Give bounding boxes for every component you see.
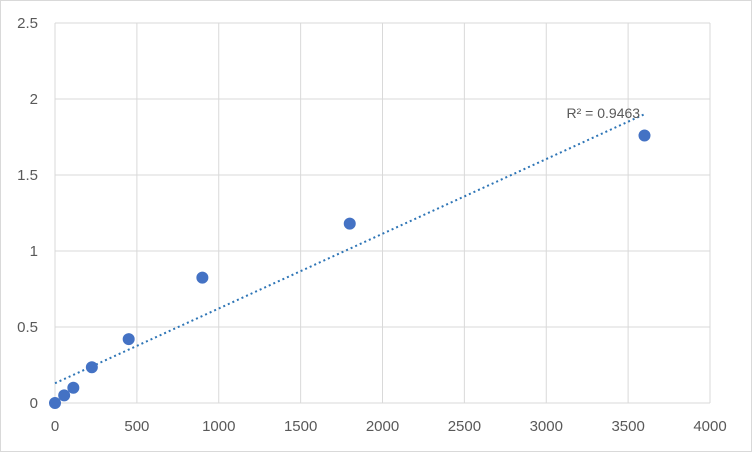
x-tick-label: 500 xyxy=(124,418,149,435)
data-point xyxy=(58,389,71,402)
y-tick-label: 2 xyxy=(30,91,38,108)
data-point xyxy=(67,381,80,394)
data-point xyxy=(343,217,356,230)
data-point xyxy=(85,361,98,374)
x-tick-label: 1500 xyxy=(284,418,317,435)
data-points xyxy=(49,129,651,409)
y-tick-label: 2.5 xyxy=(17,15,38,32)
x-tick-label: 2000 xyxy=(366,418,399,435)
x-tick-label: 0 xyxy=(51,418,59,435)
y-tick-label: 1 xyxy=(30,243,38,260)
x-axis-tick-labels: 0 500 1000 1500 2000 2500 3000 3500 4000 xyxy=(51,418,727,435)
x-tick-label: 3000 xyxy=(530,418,563,435)
trendline-group xyxy=(54,113,645,385)
x-tick-label: 4000 xyxy=(693,418,726,435)
y-tick-label: 0 xyxy=(30,395,38,412)
x-tick-label: 3500 xyxy=(611,418,644,435)
x-tick-label: 1000 xyxy=(202,418,235,435)
data-point xyxy=(196,271,209,284)
data-point xyxy=(49,397,61,409)
data-point xyxy=(638,129,651,142)
data-point xyxy=(122,333,135,346)
trendline xyxy=(54,113,645,385)
gridlines xyxy=(54,22,711,404)
x-tick-label: 2500 xyxy=(448,418,481,435)
y-axis-tick-labels: 0 0.5 1 1.5 2 2.5 xyxy=(17,15,38,412)
r-squared-label: R² = 0.9463 xyxy=(567,105,641,121)
y-tick-label: 0.5 xyxy=(17,319,38,336)
y-tick-label: 1.5 xyxy=(17,167,38,184)
